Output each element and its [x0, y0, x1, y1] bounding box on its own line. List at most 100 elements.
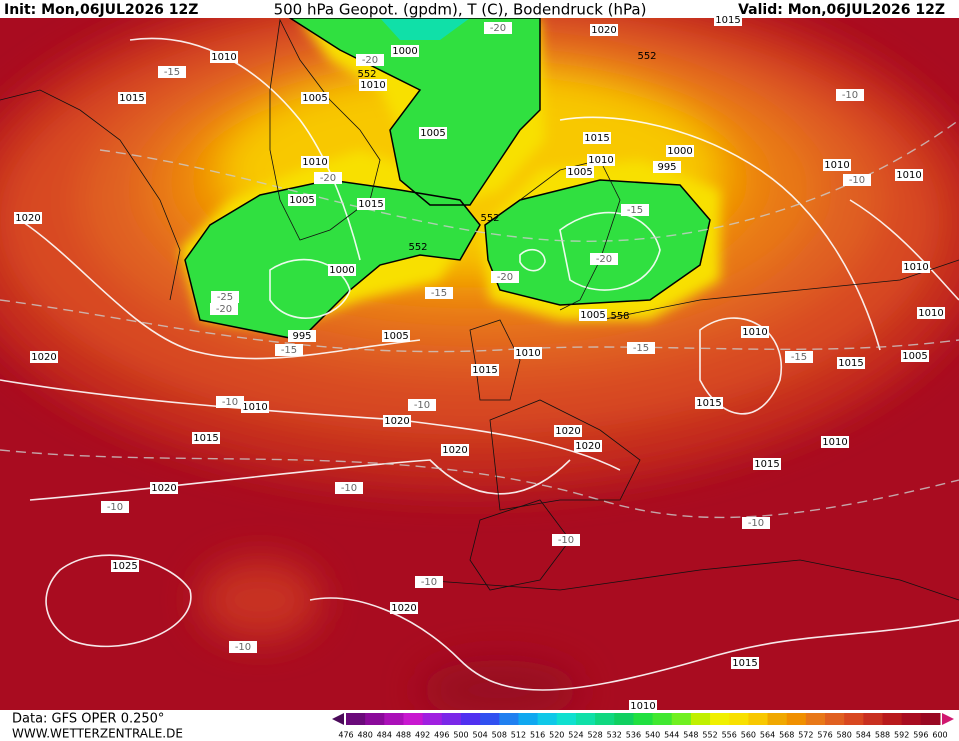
isobar-label-box [583, 132, 611, 144]
colorbar-label: 488 [396, 731, 411, 740]
colorbar-label: 516 [530, 731, 545, 740]
colorbar-label: 532 [607, 731, 622, 740]
colorbar-swatch [499, 713, 519, 725]
isobar-label-box [357, 198, 385, 210]
isobar-label: 995 [292, 331, 311, 342]
temperature-label-box [216, 396, 244, 408]
isobar-label: 1015 [472, 365, 497, 376]
isobar-label-box [753, 458, 781, 470]
isobar-label-box [653, 161, 681, 173]
colorbar-label: 496 [434, 731, 449, 740]
isobar-label-box [441, 444, 469, 456]
colorbar-label: 596 [913, 731, 928, 740]
isobar-label-box [210, 51, 238, 63]
isobar-label-box [471, 364, 499, 376]
isobar-label-box [382, 330, 410, 342]
colorbar-swatch [556, 713, 577, 725]
isobar-label: 1010 [515, 348, 540, 359]
temperature-label-box [101, 501, 129, 513]
temperature-label-box [621, 204, 649, 216]
isobar-label-box [288, 194, 316, 206]
colorbar-swatch [518, 713, 539, 725]
isobar-label: 1015 [696, 398, 721, 409]
colorbar-label: 568 [779, 731, 794, 740]
colorbar: 476 480 484 488 492 496 500 504 508 512 516 520 524 5… [332, 713, 954, 740]
isobar-label: 1010 [302, 157, 327, 168]
isobar-label: 1010 [918, 308, 943, 319]
temperature-label-box [408, 399, 436, 411]
isobar-label-box [837, 357, 865, 369]
isobar-label: 1010 [896, 170, 921, 181]
colorbar-swatch [365, 713, 385, 725]
isobar-label-box [359, 79, 387, 91]
temperature-label: -10 [235, 642, 251, 653]
temperature-label-box [356, 54, 384, 66]
isobar-label-box [328, 264, 356, 276]
temperature-label-box [275, 344, 303, 356]
colorbar-arrow [942, 713, 954, 725]
temperature-label-box [836, 89, 864, 101]
isobar-label-box [150, 482, 178, 494]
isobar-label-box [731, 657, 759, 669]
temperature-label: -10 [558, 535, 574, 546]
temperature-label: -20 [362, 55, 378, 66]
colorbar-label: 528 [587, 731, 602, 740]
colorbar-label: 492 [415, 731, 430, 740]
colorbar-swatch [805, 713, 826, 725]
colorbar-swatch [460, 713, 481, 725]
isobar-label-box [288, 330, 316, 342]
colorbar-swatch [748, 713, 769, 725]
isobar-label: 1020 [31, 352, 56, 363]
isobar-label: 1010 [824, 160, 849, 171]
isobar-label-box [901, 350, 929, 362]
colorbar-label: 592 [894, 731, 909, 740]
colorbar-label: 600 [932, 731, 947, 740]
isobar-label-box [917, 307, 945, 319]
isobar-label-box [241, 401, 269, 413]
isobar-label: 1010 [360, 80, 385, 91]
temperature-label-box [425, 287, 453, 299]
isobar-label: 1010 [211, 52, 236, 63]
isobar-label-box [587, 154, 615, 166]
isobar-label: 1000 [329, 265, 354, 276]
isobar-label-box [301, 156, 329, 168]
colorbar-swatch [652, 713, 673, 725]
colorbar-label: 480 [358, 731, 373, 740]
isobar-label-box [14, 212, 42, 224]
temperature-label: -15 [633, 343, 649, 354]
isobar-label-box [391, 45, 419, 57]
temperature-label: -20 [490, 23, 506, 34]
isobar-label: 1020 [442, 445, 467, 456]
isobar-label-box [902, 261, 930, 273]
isobar-label: 1015 [838, 358, 863, 369]
colorbar-swatch [767, 713, 788, 725]
temperature-label: -10 [748, 518, 764, 529]
isobar-label-box [390, 602, 418, 614]
isobar-label-box [554, 425, 582, 437]
temperature-label: -10 [849, 175, 865, 186]
temperature-label-box [314, 172, 342, 184]
isobar-label: 1020 [575, 441, 600, 452]
isobar-label: 1000 [667, 146, 692, 157]
temperature-label: -10 [421, 577, 437, 588]
isobar-label: 1005 [383, 331, 408, 342]
isobar-label: 1020 [591, 25, 616, 36]
colorbar-label: 476 [338, 731, 353, 740]
isobar-label: 1015 [754, 459, 779, 470]
temperature-label: -15 [281, 345, 297, 356]
isobar-label: 1005 [289, 195, 314, 206]
colorbar-label: 576 [817, 731, 832, 740]
valid-label: Valid: Mon,06JUL2026 12Z [738, 2, 945, 18]
isobar-label-box [695, 397, 723, 409]
temperature-label-box [211, 291, 239, 303]
temperature-label: -10 [107, 502, 123, 513]
height-label: 552 [480, 213, 499, 224]
temperature-label: -20 [596, 254, 612, 265]
colorbar-swatch [863, 713, 884, 725]
isobar-label: 1015 [732, 658, 757, 669]
isobar-label-box [192, 432, 220, 444]
colorbar-label: 588 [875, 731, 890, 740]
isobar-label-box [383, 415, 411, 427]
